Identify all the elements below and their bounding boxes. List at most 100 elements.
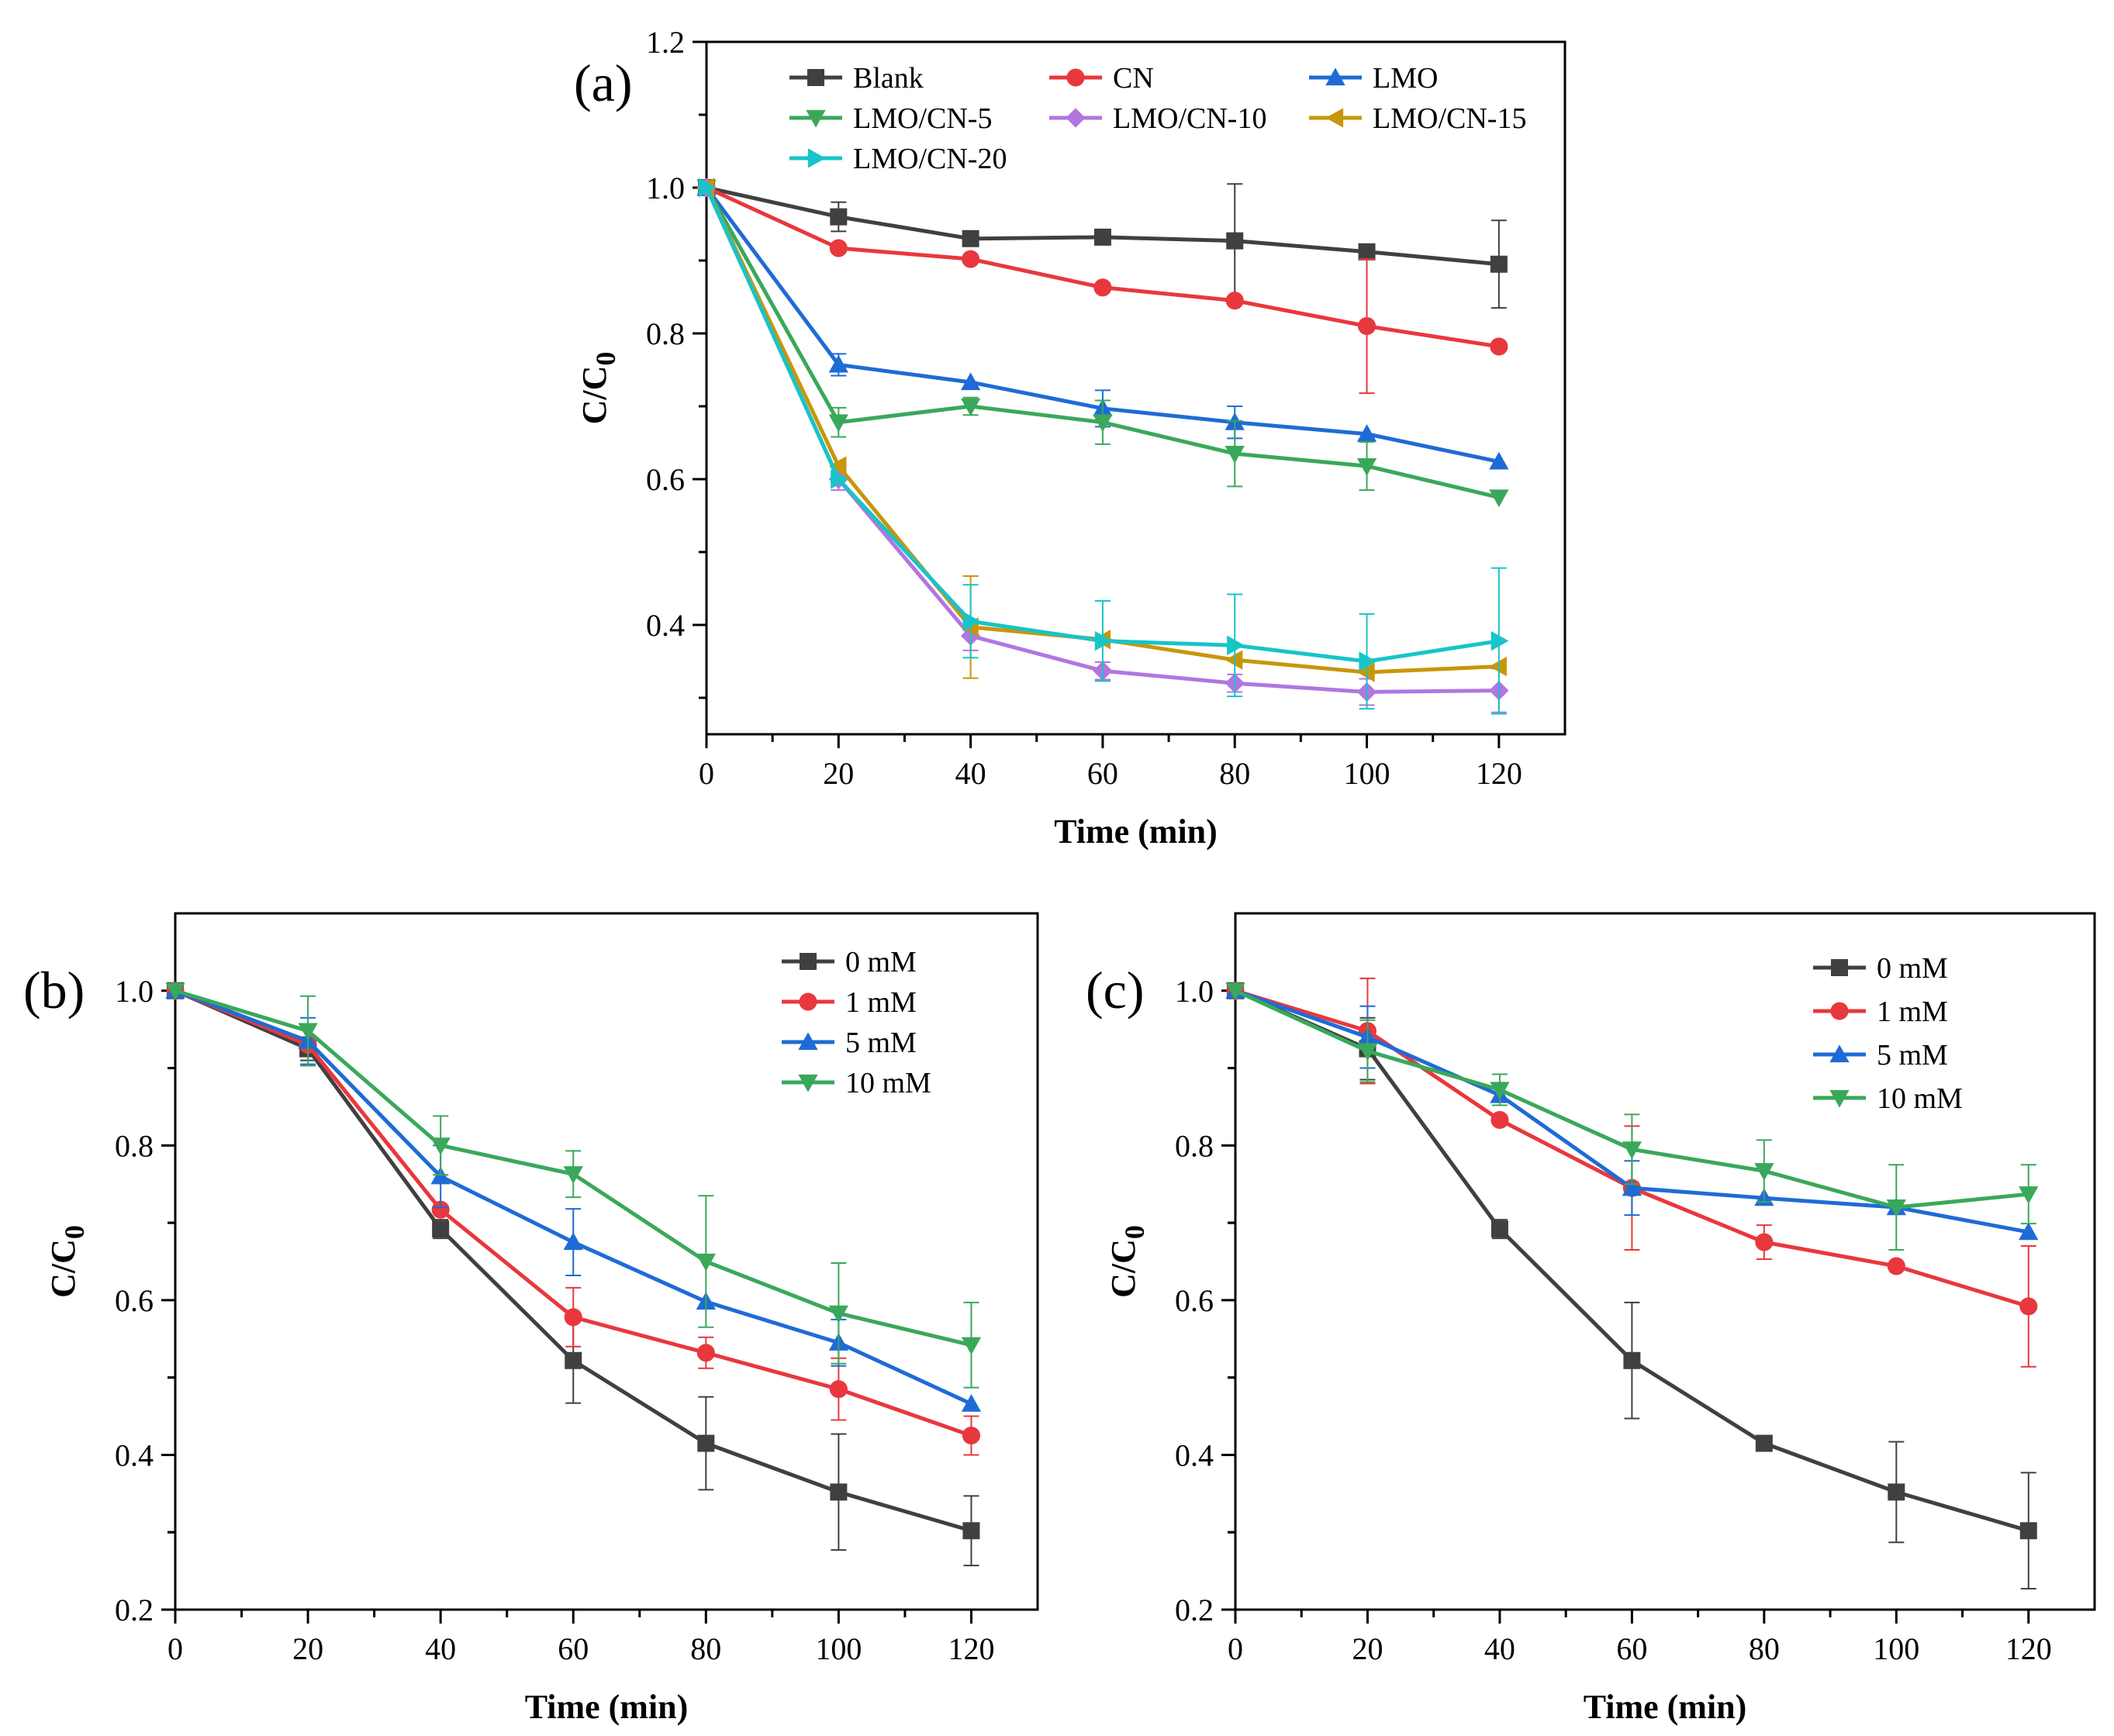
series-line xyxy=(1234,989,2029,1533)
data-point xyxy=(432,1220,450,1238)
data-point xyxy=(1491,631,1509,651)
data-point xyxy=(696,1344,715,1362)
panel-2: 0 20 40 60 80 100 120 0.2 0.4 0.6 0.8 1.0 Time (min)… xyxy=(1086,912,2096,1726)
legend-label: 5 mM xyxy=(1877,1039,1948,1072)
legend-label: LMO/CN-10 xyxy=(1113,102,1266,135)
plot-frame xyxy=(174,912,1039,1611)
data-point xyxy=(828,456,847,476)
series-0-mm xyxy=(1227,982,2037,1590)
y-axis-title-main: C/C xyxy=(575,366,613,425)
legend-marker xyxy=(798,1032,818,1051)
x-axis-title: Time (min) xyxy=(1054,813,1218,851)
series-10-mm xyxy=(165,982,982,1389)
data-point xyxy=(962,1522,980,1540)
x-tick-label: 20 xyxy=(823,756,854,791)
x-tick-label: 80 xyxy=(1219,756,1250,791)
data-point xyxy=(565,1351,582,1369)
y-tick-label: 0.2 xyxy=(115,1593,154,1627)
legend-marker xyxy=(807,148,826,168)
panel-label: (a) xyxy=(574,53,632,112)
data-point xyxy=(1491,1220,1508,1238)
legend-label: LMO xyxy=(1373,62,1438,95)
plot-frame xyxy=(705,40,1567,736)
data-point xyxy=(1754,1163,1774,1181)
x-tick-label: 120 xyxy=(2005,1631,2052,1666)
data-point xyxy=(430,1137,451,1155)
data-point xyxy=(1489,451,1509,470)
legend-label: LMO/CN-15 xyxy=(1373,102,1526,135)
data-point xyxy=(2019,1297,2038,1316)
data-point xyxy=(1491,1110,1509,1129)
y-tick-label: 1.2 xyxy=(646,25,685,60)
x-tick-label: 80 xyxy=(1749,1631,1780,1666)
legend-marker xyxy=(806,109,826,128)
data-point xyxy=(961,1337,982,1355)
x-tick-label: 20 xyxy=(292,1631,323,1666)
panel-0: 0 20 40 60 80 100 120 0.4 0.6 0.8 1.0 1.2 Time (min)… xyxy=(574,25,1567,851)
y-tick-label: 1.0 xyxy=(1175,974,1214,1009)
series-lmo-cn-20 xyxy=(698,178,1509,715)
y-tick-label: 1.0 xyxy=(646,171,685,205)
y-tick-label: 0.4 xyxy=(1175,1437,1214,1472)
y-axis-title-subscript: 0 xyxy=(59,1225,90,1239)
legend-label: CN xyxy=(1113,62,1154,95)
legend-marker xyxy=(799,992,817,1011)
y-axis-title: C/C0 xyxy=(44,1225,90,1298)
panel-1: 0 20 40 60 80 100 120 0.2 0.4 0.6 0.8 1.0 Time (min)… xyxy=(23,912,1039,1726)
x-tick-label: 20 xyxy=(1352,1631,1383,1666)
data-point xyxy=(962,250,980,268)
x-axis-title: Time (min) xyxy=(525,1688,689,1726)
data-point xyxy=(1887,1257,1905,1275)
data-point xyxy=(1225,445,1245,464)
data-point xyxy=(1357,317,1377,336)
x-tick-label: 0 xyxy=(168,1631,183,1666)
series-line xyxy=(706,185,1500,267)
x-tick-label: 40 xyxy=(955,756,986,791)
data-point xyxy=(1489,489,1509,508)
data-point xyxy=(1755,1233,1774,1251)
data-point xyxy=(1093,414,1113,433)
data-point xyxy=(1755,1434,1773,1452)
data-point xyxy=(698,178,717,198)
data-point xyxy=(1489,656,1507,677)
data-point xyxy=(1356,424,1377,442)
data-point xyxy=(828,1305,849,1324)
legend-label: 0 mM xyxy=(1877,952,1948,985)
data-point xyxy=(1622,1178,1642,1196)
data-point xyxy=(697,1434,715,1452)
data-point xyxy=(1093,278,1112,297)
data-point xyxy=(1357,1043,1378,1061)
x-tick-label: 100 xyxy=(1344,756,1390,791)
y-tick-label: 0.2 xyxy=(1175,1593,1214,1627)
data-point xyxy=(1490,337,1508,356)
data-point xyxy=(1356,662,1375,682)
x-tick-label: 60 xyxy=(1087,756,1118,791)
x-tick-label: 0 xyxy=(1228,1631,1243,1666)
data-point xyxy=(829,1380,848,1399)
data-point xyxy=(1358,243,1376,261)
data-point xyxy=(831,469,848,489)
legend-marker xyxy=(807,69,824,86)
data-point xyxy=(1356,457,1377,476)
data-point xyxy=(563,1166,583,1184)
legend-label: 5 mM xyxy=(845,1027,917,1059)
data-point xyxy=(962,230,979,247)
x-tick-label: 0 xyxy=(699,756,714,791)
y-tick-label: 0.6 xyxy=(115,1283,154,1318)
legend: Blank CN LMO LMO/CN-5 LMO/CN-10 LMO/CN-15 LMO/… xyxy=(789,62,1526,175)
legend-marker xyxy=(1066,68,1085,87)
y-tick-label: 0.6 xyxy=(1175,1283,1214,1318)
y-axis-title-subscript: 0 xyxy=(1119,1225,1150,1239)
legend-label: LMO/CN-20 xyxy=(853,143,1007,175)
data-point xyxy=(165,982,185,1001)
x-tick-label: 60 xyxy=(1616,1631,1647,1666)
legend-marker xyxy=(1829,1044,1850,1063)
x-tick-label: 60 xyxy=(558,1631,589,1666)
legend-marker xyxy=(1829,1089,1850,1108)
data-point xyxy=(2019,1222,2039,1241)
panel-label: (c) xyxy=(1086,961,1144,1020)
data-point xyxy=(1225,292,1244,310)
legend: 0 mM 1 mM 5 mM 10 mM xyxy=(1813,952,1963,1115)
data-point xyxy=(298,1023,318,1041)
data-point xyxy=(1623,1351,1641,1369)
